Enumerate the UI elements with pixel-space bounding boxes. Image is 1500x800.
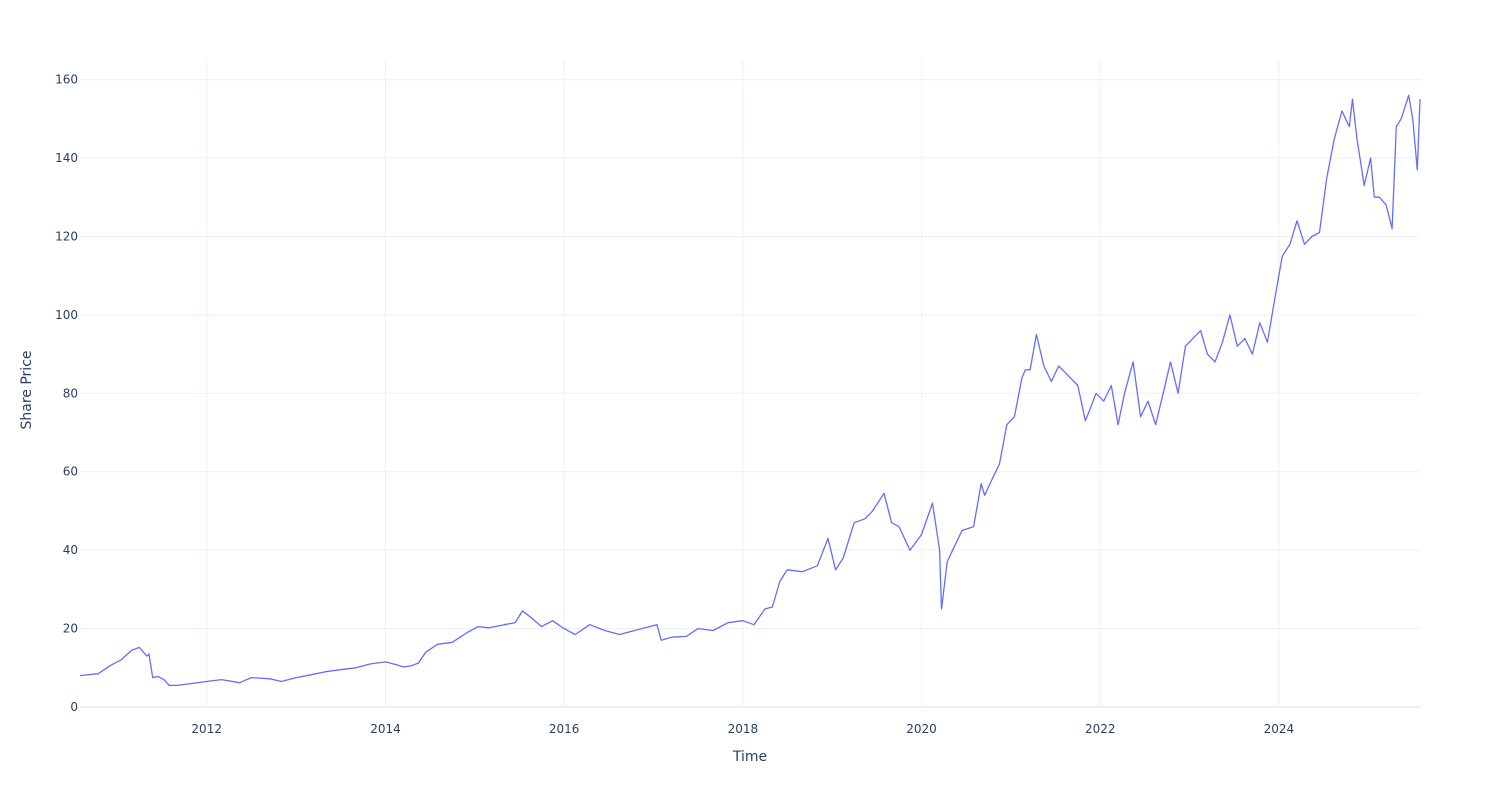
y-tick-label: 0 xyxy=(70,700,78,714)
x-axis-title: Time xyxy=(732,749,767,765)
y-tick-label: 100 xyxy=(55,308,78,322)
gridlines xyxy=(80,60,1420,708)
y-tick-label: 120 xyxy=(55,229,78,243)
x-tick-label: 2018 xyxy=(728,722,759,736)
y-axis-title: Share Price xyxy=(19,350,35,429)
x-tick-label: 2014 xyxy=(370,722,401,736)
y-tick-label: 140 xyxy=(55,151,78,165)
x-tick-label: 2020 xyxy=(906,722,937,736)
y-tick-label: 160 xyxy=(55,73,78,87)
x-tick-label: 2024 xyxy=(1264,722,1295,736)
share-price-series-line xyxy=(79,94,1421,687)
y-axis: 0 20 40 60 80 100 120 140 160 xyxy=(55,73,78,714)
y-tick-label: 80 xyxy=(63,386,78,400)
x-axis: 2012 2014 2016 2018 2020 2022 2024 xyxy=(191,722,1294,736)
y-tick-label: 60 xyxy=(63,465,78,479)
y-tick-label: 20 xyxy=(63,622,78,636)
y-tick-label: 40 xyxy=(63,543,78,557)
x-tick-label: 2012 xyxy=(191,722,222,736)
series-layer xyxy=(79,94,1421,687)
x-tick-label: 2016 xyxy=(549,722,580,736)
x-tick-label: 2022 xyxy=(1085,722,1116,736)
